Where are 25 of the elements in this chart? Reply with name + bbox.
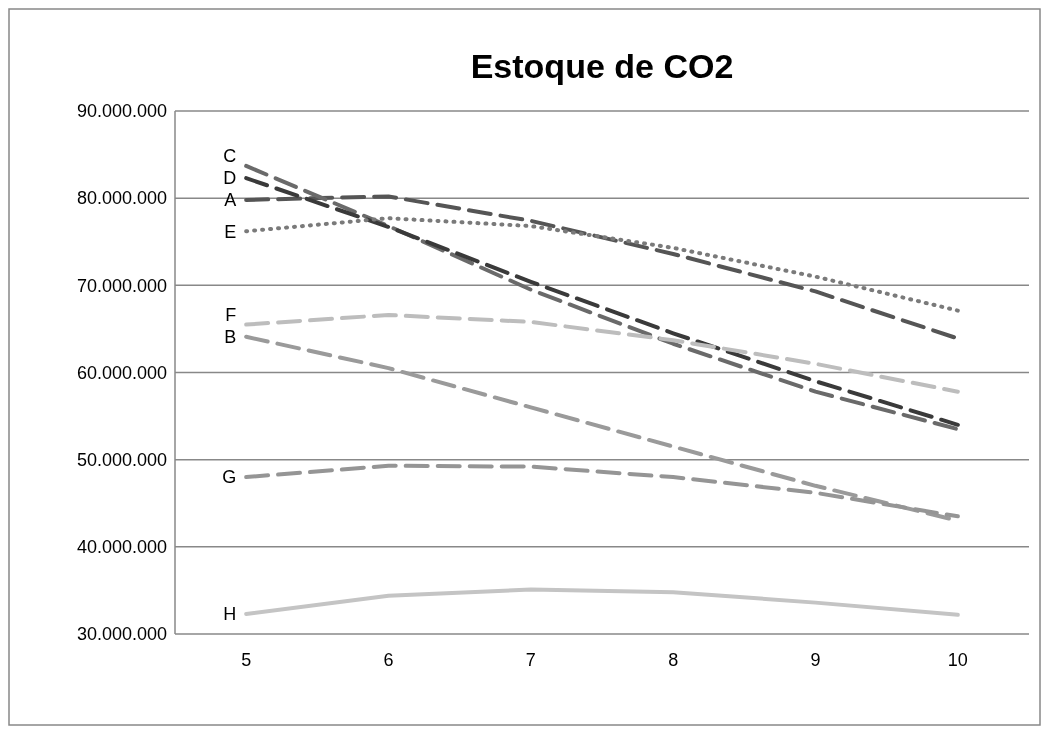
y-tick-label: 70.000.000 bbox=[76, 275, 167, 296]
series-label: G bbox=[222, 467, 237, 488]
series-label: C bbox=[223, 146, 237, 167]
y-tick-label: 40.000.000 bbox=[76, 537, 167, 558]
series-label: E bbox=[224, 221, 237, 242]
x-tick-label: 9 bbox=[810, 650, 821, 670]
line-series bbox=[244, 216, 960, 313]
x-tick-label: 10 bbox=[947, 650, 968, 670]
series-label: B bbox=[224, 327, 237, 348]
y-tick-label: 90.000.000 bbox=[76, 101, 167, 122]
y-tick-label: 60.000.000 bbox=[76, 362, 167, 383]
y-tick-label: 80.000.000 bbox=[76, 188, 167, 209]
series-label: H bbox=[223, 604, 237, 625]
x-tick-label: 6 bbox=[383, 650, 394, 670]
series-label: D bbox=[223, 168, 237, 189]
x-tick-label: 7 bbox=[525, 650, 536, 670]
chart-title: Estoque de CO2 bbox=[470, 47, 734, 85]
y-tick-label: 30.000.000 bbox=[76, 624, 167, 645]
x-tick-label: 8 bbox=[668, 650, 679, 670]
series-label: F bbox=[225, 305, 237, 326]
series-label: A bbox=[224, 190, 237, 211]
x-tick-label: 5 bbox=[241, 650, 252, 670]
line-series bbox=[244, 312, 960, 394]
y-tick-label: 50.000.000 bbox=[76, 449, 167, 470]
line-series bbox=[244, 587, 960, 617]
